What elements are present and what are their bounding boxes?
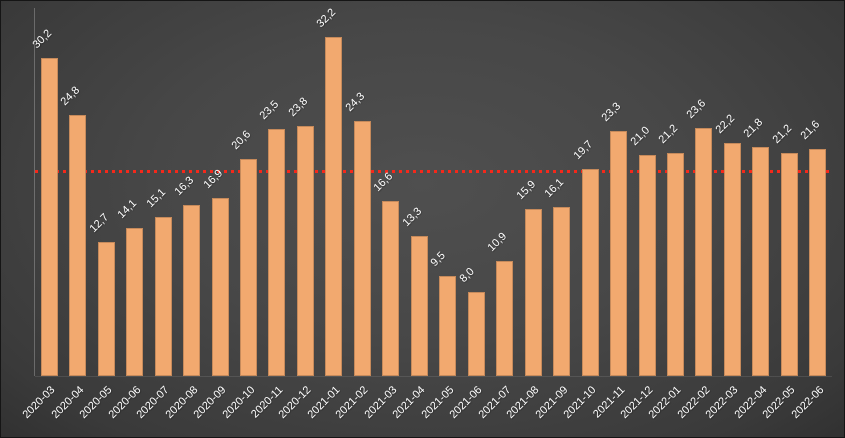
bar [524,209,542,376]
bar [97,242,115,376]
bar [240,159,257,376]
bar-value-label: 21,6 [798,118,823,142]
bar [752,147,770,376]
bar [211,198,229,376]
y-axis-line [34,8,35,376]
bar-value-label: 21,2 [770,122,794,146]
bar [780,153,798,376]
bar [467,292,485,376]
bar [581,169,599,376]
bar-value-label: 16,3 [172,174,197,198]
bar [439,276,457,376]
bar-value-label: 23,8 [286,95,311,119]
bar-value-label: 20,6 [229,128,254,152]
bar [325,37,343,376]
bar [382,201,400,376]
bar-value-label: 23,3 [599,100,624,124]
bar [410,236,428,376]
bar-value-label: 13,3 [400,205,424,229]
bar-value-label: 32,2 [314,6,339,31]
bar-value-label: 16,1 [542,176,567,200]
bar [40,58,58,376]
bar-value-label: 21,2 [656,122,681,146]
bar [610,131,627,376]
bar-value-label: 22,2 [713,112,738,136]
average-trend-line [35,170,832,173]
bar-value-label: 19,7 [571,138,595,162]
bar [809,149,827,376]
bar-value-label: 14,1 [115,197,140,221]
bar-value-label: 21,8 [741,116,766,140]
bar-value-label: 21,0 [628,124,652,148]
bar [268,129,286,376]
bar [154,217,172,376]
plot-area: 30,2 24,8 12,7 14,1 15,1 16,3 16,9 20,6 23,5 23,8… [30,6,832,376]
bar-value-label: 8,0 [457,265,477,285]
x-axis-line [35,376,832,377]
bar-value-label: 12,7 [87,211,111,235]
bar-value-label: 9,5 [428,249,449,269]
bar [553,207,571,376]
x-axis-labels: 2020-03 2020-04 2020-05 2020-06 2020-07 2020-… [21,376,832,437]
bar-value-label: 10,9 [485,230,510,254]
bar [496,261,514,376]
bar [353,121,371,376]
bar-value-label: 23,6 [684,97,709,121]
bar [638,155,656,376]
bar-value-label: 15,9 [514,178,538,202]
bar [723,143,741,376]
bar [126,228,144,376]
bar [183,205,201,376]
bar-value-label: 24,8 [58,84,83,108]
bar-value-label: 16,6 [371,170,396,194]
bar-value-label: 24,3 [343,90,367,114]
bar-value-label: 23,5 [257,98,282,122]
bar [695,128,713,376]
bar [666,153,684,376]
bar-value-label: 15,1 [144,186,168,210]
bar [69,115,87,376]
bar [296,126,314,376]
